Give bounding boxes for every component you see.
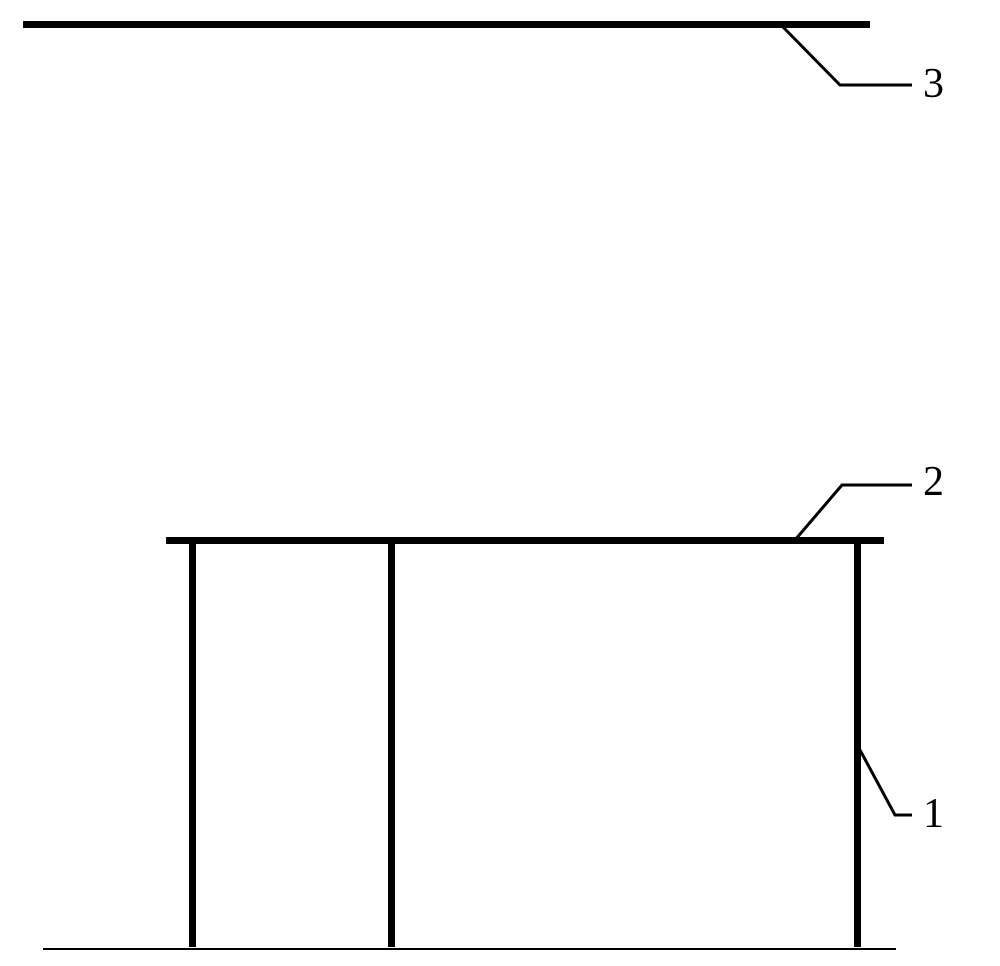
label-1: 1: [923, 790, 944, 838]
diagram-canvas: 3 2 1: [0, 0, 1000, 966]
leader-1: [0, 0, 1000, 966]
